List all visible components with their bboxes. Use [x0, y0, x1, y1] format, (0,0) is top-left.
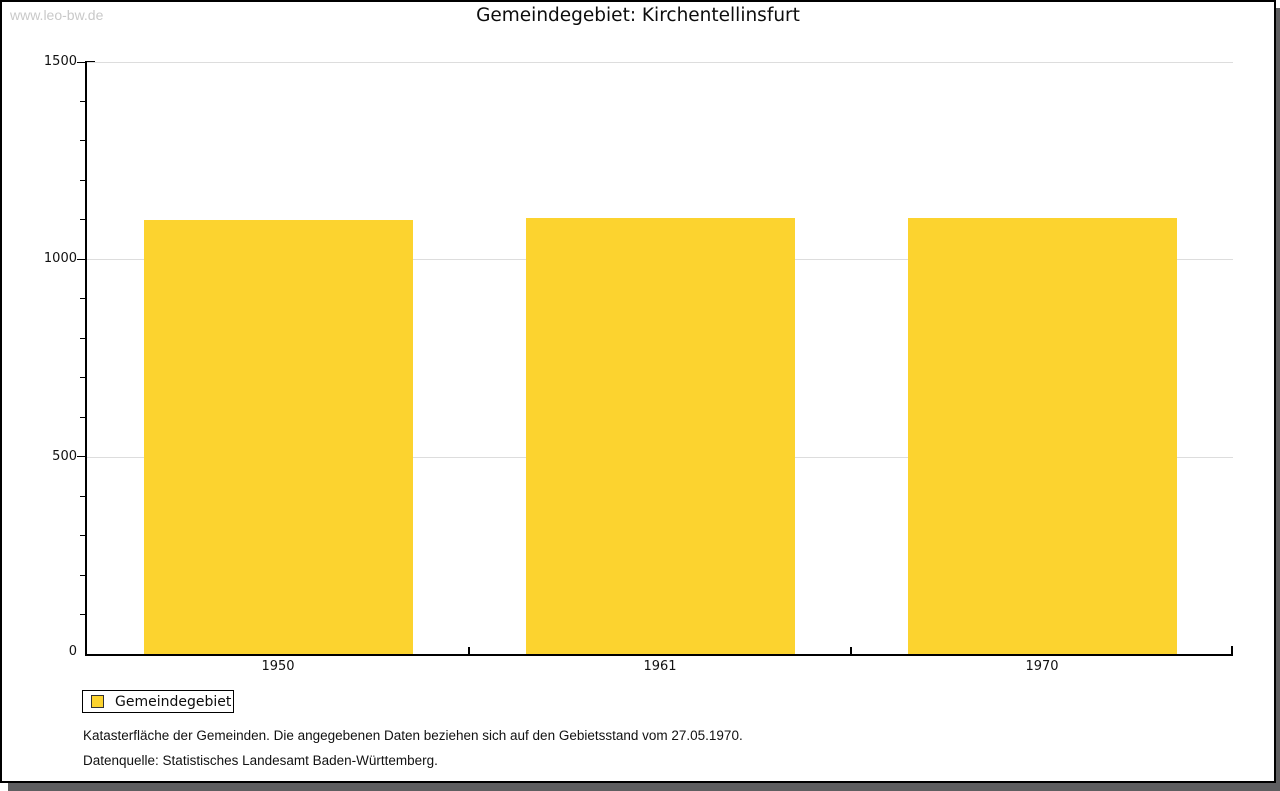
x-axis-label-1961: 1961 [643, 659, 677, 674]
legend-item-label: Gemeindegebiet [115, 693, 232, 710]
y-axis-label-1000: 1000 [43, 251, 77, 267]
bar-1961[interactable] [525, 218, 795, 654]
y-axis-title: Hektar [0, 58, 4, 102]
y-tick-900 [80, 298, 85, 300]
legend-box[interactable]: Gemeindegebiet [82, 690, 234, 713]
bar-1970[interactable] [907, 218, 1177, 654]
legend-swatch-icon [91, 695, 104, 708]
y-tick-200 [80, 574, 85, 576]
footnote-data-source: Datenquelle: Statistisches Landesamt Bad… [83, 753, 438, 768]
footnote-source-note: Katasterfläche der Gemeinden. Die angege… [83, 728, 743, 743]
y-tick-500 [77, 456, 85, 458]
y-tick-300 [80, 535, 85, 537]
x-axis-label-1970: 1970 [1025, 659, 1059, 674]
x-axis-label-1950: 1950 [261, 659, 295, 674]
y-axis-label-500: 500 [52, 448, 77, 464]
watermark-leo-bw: www.leo-bw.de [10, 7, 104, 23]
y-axis-label-0: 0 [68, 644, 77, 659]
plot-area: 0 500 1000 1500 1950 1961 1970 [44, 54, 1233, 674]
y-tick-400 [80, 495, 85, 497]
x-boundary-tick-1 [468, 647, 470, 654]
x-boundary-tick-2 [850, 647, 852, 654]
y-tick-700 [80, 377, 85, 379]
y-tick-1400 [80, 100, 85, 102]
x-axis-end-cap [1231, 646, 1233, 654]
y-tick-1000 [77, 258, 85, 260]
bar-1950[interactable] [143, 220, 413, 654]
y-tick-100 [80, 614, 85, 616]
y-tick-1500 [77, 62, 85, 63]
y-tick-1100 [80, 219, 85, 221]
y-tick-1300 [80, 140, 85, 142]
y-tick-800 [80, 337, 85, 339]
chart-title: Gemeindegebiet: Kirchentellinsfurt [476, 5, 800, 26]
y-axis-label-1500: 1500 [43, 54, 77, 69]
y-tick-1200 [80, 179, 85, 181]
y-tick-600 [80, 416, 85, 418]
gridline-1500 [87, 62, 1233, 63]
